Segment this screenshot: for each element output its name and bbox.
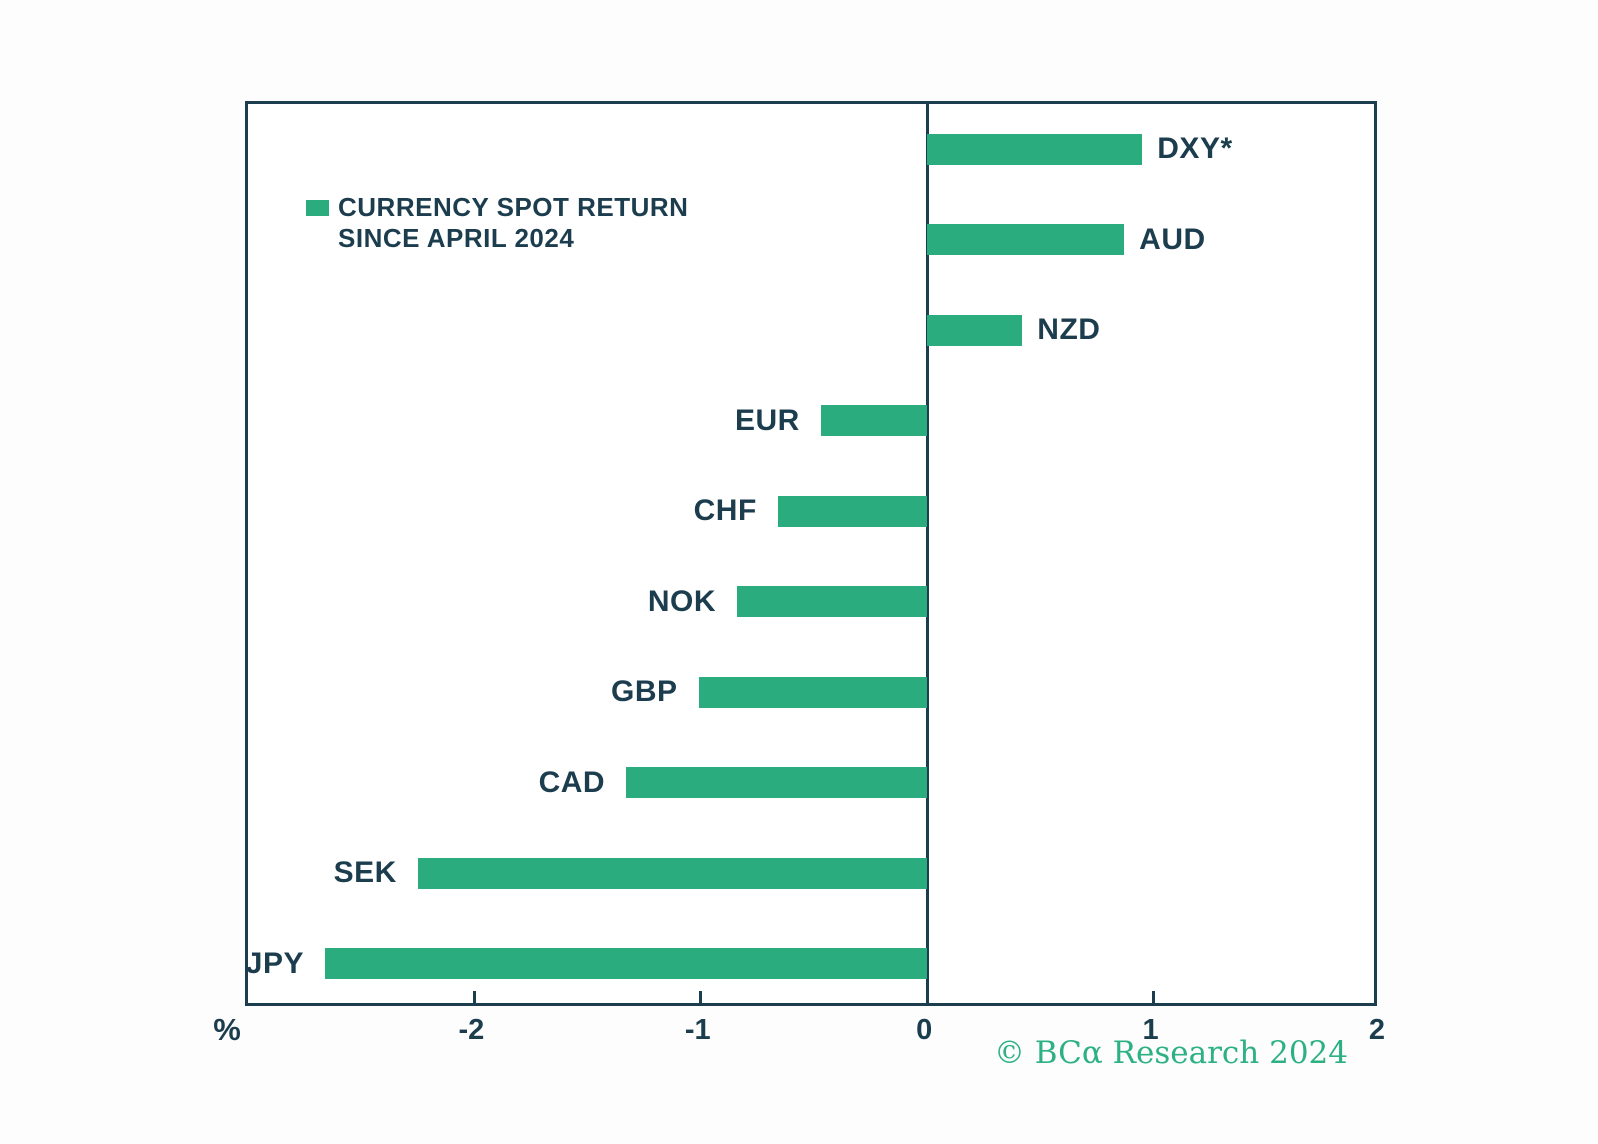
bar-gbp xyxy=(698,676,928,708)
bar-label: CAD xyxy=(538,765,606,799)
legend-label-line2: SINCE APRIL 2024 xyxy=(338,223,575,253)
bar-label: SEK xyxy=(333,856,397,890)
bar-cad xyxy=(626,767,928,799)
x-axis-unit-label: % xyxy=(213,1012,241,1047)
plot-area: CURRENCY SPOT RETURN SINCE APRIL 2024 DX… xyxy=(245,101,1377,1006)
x-tick-label: 2 xyxy=(1368,1014,1386,1046)
zero-axis-line xyxy=(925,104,929,1003)
legend: CURRENCY SPOT RETURN SINCE APRIL 2024 xyxy=(306,192,688,254)
x-tick-mark xyxy=(472,991,476,1003)
bar-eur xyxy=(820,405,928,437)
bar-label: DXY* xyxy=(1157,132,1233,166)
bar-chf xyxy=(777,495,928,527)
bar-label: JPY xyxy=(245,946,304,980)
legend-label: CURRENCY SPOT RETURN SINCE APRIL 2024 xyxy=(338,192,688,254)
bar-jpy xyxy=(324,948,928,980)
bar-label: CHF xyxy=(693,494,757,528)
legend-swatch-icon xyxy=(306,200,329,216)
x-tick-mark xyxy=(1152,991,1156,1003)
bar-dxy xyxy=(927,133,1143,165)
legend-label-line1: CURRENCY SPOT RETURN xyxy=(338,192,689,222)
bar-label: NZD xyxy=(1037,313,1101,347)
bar-label: EUR xyxy=(734,403,800,437)
bar-label: AUD xyxy=(1139,222,1206,256)
bar-nok xyxy=(737,586,928,618)
bar-label: GBP xyxy=(611,675,678,709)
x-tick-mark xyxy=(699,991,703,1003)
x-tick-label: 1 xyxy=(1142,1014,1159,1046)
bar-aud xyxy=(927,224,1125,256)
x-tick-label: -2 xyxy=(458,1014,485,1046)
watermark: © BCα Research 2024 xyxy=(993,1035,1348,1071)
x-tick-label: -1 xyxy=(684,1014,711,1046)
x-tick-label: 0 xyxy=(916,1014,933,1046)
bar-label: NOK xyxy=(647,584,717,618)
bar-nzd xyxy=(927,314,1023,346)
bar-sek xyxy=(417,857,928,889)
